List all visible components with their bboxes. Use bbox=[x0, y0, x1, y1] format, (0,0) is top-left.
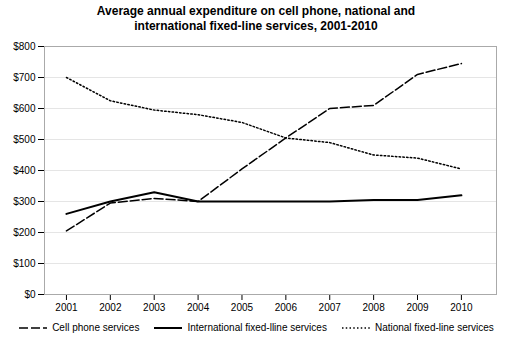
svg-text:$500: $500 bbox=[13, 134, 36, 145]
svg-text:$200: $200 bbox=[13, 227, 36, 238]
html-text:Average annual expenditure on: Average annual expenditure on cell phone… bbox=[96, 4, 416, 33]
svg-text:2003: 2003 bbox=[143, 302, 166, 313]
svg-text:2010: 2010 bbox=[450, 302, 473, 313]
svg-text:$400: $400 bbox=[13, 165, 36, 176]
html-text:International fixed-lline serv: International fixed-lline services bbox=[187, 322, 327, 333]
svg-text:2001: 2001 bbox=[55, 302, 78, 313]
svg-text:$0: $0 bbox=[24, 289, 36, 300]
svg-text:$600: $600 bbox=[13, 103, 36, 114]
html-text:National fixed-line services: National fixed-line services bbox=[374, 322, 494, 333]
svg-text:$800: $800 bbox=[13, 41, 36, 52]
svg-text:2004: 2004 bbox=[187, 302, 210, 313]
svg-text:2005: 2005 bbox=[231, 302, 254, 313]
svg-text:2008: 2008 bbox=[363, 302, 386, 313]
svg-text:2007: 2007 bbox=[319, 302, 342, 313]
svg-text:2006: 2006 bbox=[275, 302, 298, 313]
svg-text:2002: 2002 bbox=[99, 302, 122, 313]
svg-text:$300: $300 bbox=[13, 196, 36, 207]
html-text:Cell phone services: Cell phone services bbox=[52, 322, 140, 333]
svg-text:$100: $100 bbox=[13, 258, 36, 269]
svg-text:2009: 2009 bbox=[406, 302, 429, 313]
svg-text:$700: $700 bbox=[13, 72, 36, 83]
